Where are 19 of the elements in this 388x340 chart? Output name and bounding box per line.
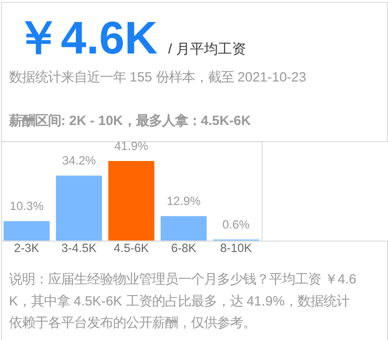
bar: [108, 161, 154, 241]
x-tick-label: 4.5-6K: [114, 241, 149, 256]
chart-subtitle: / 月平均工资: [168, 40, 246, 57]
chart-title: ￥4.6K: [14, 12, 158, 64]
x-tick-label: 2-3K: [14, 241, 40, 256]
x-tick-label: 6-8K: [171, 241, 196, 256]
x-tick-label: 8-10K: [220, 241, 252, 256]
text: 说明：应届生经验物业管理员一个月多少钱？平均工资 ￥4.6K，其中拿 4.5K-6K 工资的占比最多，达 41.9%，数据统计依赖于各平台发布的公开薪酬，仅供参考。: [8, 271, 356, 330]
data-label: 34.2%: [62, 154, 96, 168]
data-label: 0.6%: [222, 218, 250, 232]
bar: [56, 176, 102, 241]
x-tick-label: 3-4.5K: [61, 241, 97, 256]
data-label: 41.9%: [114, 139, 149, 154]
data-label: 10.3%: [10, 199, 44, 214]
text: 数据统计来自近一年 155 份样本，截至 2021-10-23: [8, 69, 306, 84]
bar: [4, 221, 50, 241]
text: 薪酬区间: 2K - 10K，最多人拿：4.5K-6K: [8, 113, 252, 128]
bar: [160, 216, 207, 241]
data-label: 12.9%: [166, 194, 201, 208]
